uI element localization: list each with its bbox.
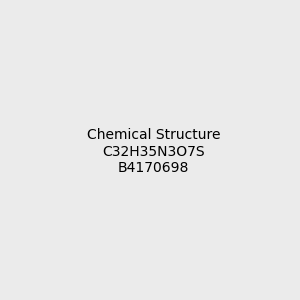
Text: Chemical Structure
C32H35N3O7S
B4170698: Chemical Structure C32H35N3O7S B4170698	[87, 128, 220, 175]
